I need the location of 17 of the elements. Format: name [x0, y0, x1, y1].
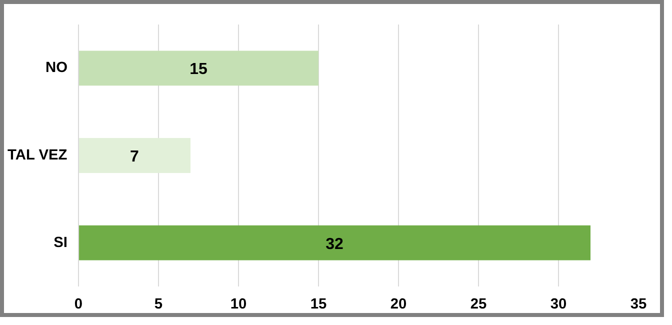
x-tick-label: 35	[630, 296, 647, 312]
y-tick-label: TAL VEZ	[8, 148, 68, 164]
x-tick-label: 30	[550, 296, 567, 312]
bar	[78, 50, 318, 86]
bar	[78, 225, 590, 260]
y-tick-label: SI	[54, 234, 68, 251]
x-tick-label: 20	[390, 296, 407, 312]
data-label: 15	[190, 61, 208, 78]
data-label: 7	[130, 148, 140, 166]
x-tick-label: 25	[470, 296, 487, 312]
bar	[78, 138, 190, 173]
data-label: 32	[326, 236, 344, 253]
x-tick-label: 10	[230, 296, 247, 312]
y-tick-label: NO	[46, 60, 68, 76]
x-tick-label: 5	[154, 296, 163, 312]
x-tick-label: 0	[74, 296, 83, 312]
x-tick-label: 15	[310, 296, 327, 312]
